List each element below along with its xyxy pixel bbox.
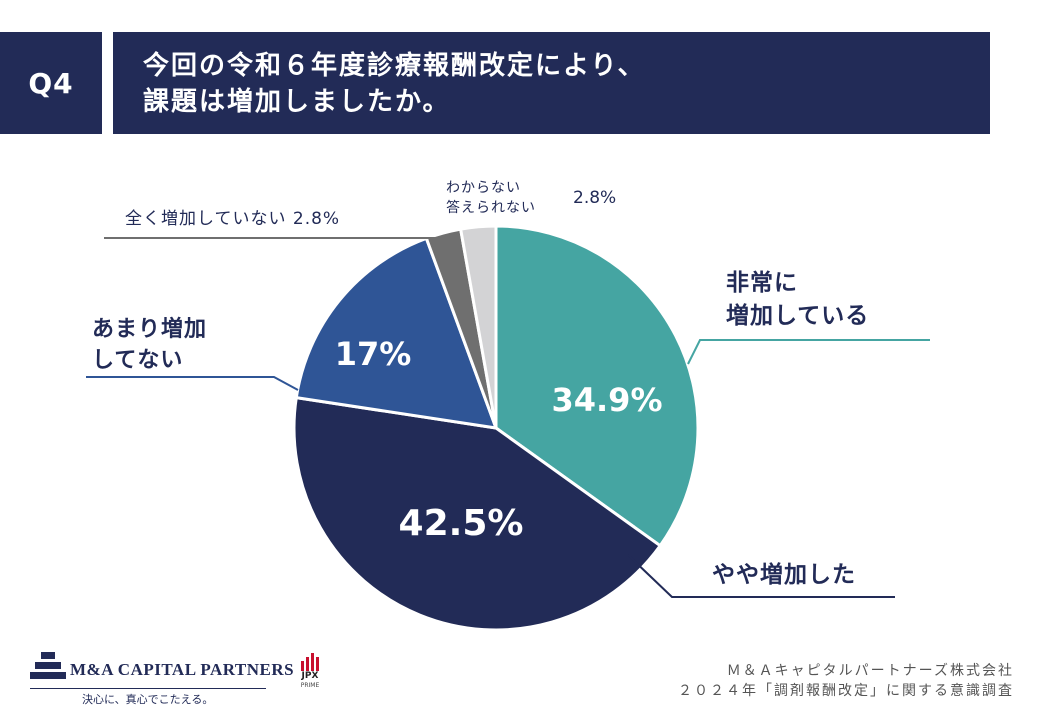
- slice-somewhat-increased-value-label: 42.5%: [399, 503, 524, 544]
- title-line-1: 今回の令和６年度診療報酬改定により、: [143, 51, 646, 81]
- slice-not-increased-category-label: 全く増加していない 2.8%: [125, 209, 340, 229]
- slice-very-increased-category-label: 増加している: [726, 302, 869, 329]
- survey-line: ２０２４年「調剤報酬改定」に関する意識調査: [678, 683, 1014, 699]
- jpx-bars-icon: [290, 653, 330, 671]
- slice-very-increased: [494, 224, 700, 548]
- logo-mark-icon: [30, 652, 66, 688]
- slice-not-much-increased-value-label: 17%: [335, 335, 412, 373]
- logo-name: M&A CAPITAL PARTNERS: [70, 660, 295, 679]
- slice-unknown-category-label: 答えられない: [446, 199, 536, 216]
- slice-very-increased-category-label: 非常に: [726, 270, 798, 296]
- slice-very-increased-value-label: 34.9%: [551, 381, 662, 419]
- slice-very-increased-leader: [687, 339, 930, 365]
- slice-unknown-value-label: 2.8%: [573, 188, 616, 208]
- slice-not-much-increased-leader: [86, 376, 299, 391]
- logo-divider: [30, 688, 266, 689]
- slice-somewhat-increased-category-label: やや増加した: [712, 561, 856, 588]
- slice-unknown: [459, 224, 498, 430]
- jpx-sub: PRIME: [300, 682, 320, 689]
- logo-tagline: 決心に、真心でこたえる。: [82, 694, 214, 706]
- slice-somewhat-increased: [292, 396, 662, 632]
- company-line: Ｍ＆Ａキャピタルパートナーズ株式会社: [726, 663, 1014, 679]
- slice-somewhat-increased-leader: [627, 554, 895, 598]
- company-logo: M&A CAPITAL PARTNERS 決心に、真心でこたえる。: [30, 648, 294, 706]
- slice-not-much-increased: [294, 236, 498, 430]
- slice-not-much-increased-category-label: してない: [92, 348, 183, 373]
- jpx-text: JPX: [301, 671, 319, 681]
- slice-unknown-category-label: わからない: [446, 180, 521, 196]
- jpx-prime-logo: JPX PRIME: [290, 653, 330, 701]
- page-title: 今回の令和６年度診療報酬改定により、 課題は増加しましたか。: [113, 32, 990, 134]
- slice-not-much-increased-category-label: あまり増加: [92, 316, 207, 342]
- source-note: Ｍ＆Ａキャピタルパートナーズ株式会社 ２０２４年「調剤報酬改定」に関する意識調査: [678, 661, 1014, 701]
- title-line-2: 課題は増加しましたか。: [143, 87, 451, 117]
- question-label: Q4: [0, 32, 102, 134]
